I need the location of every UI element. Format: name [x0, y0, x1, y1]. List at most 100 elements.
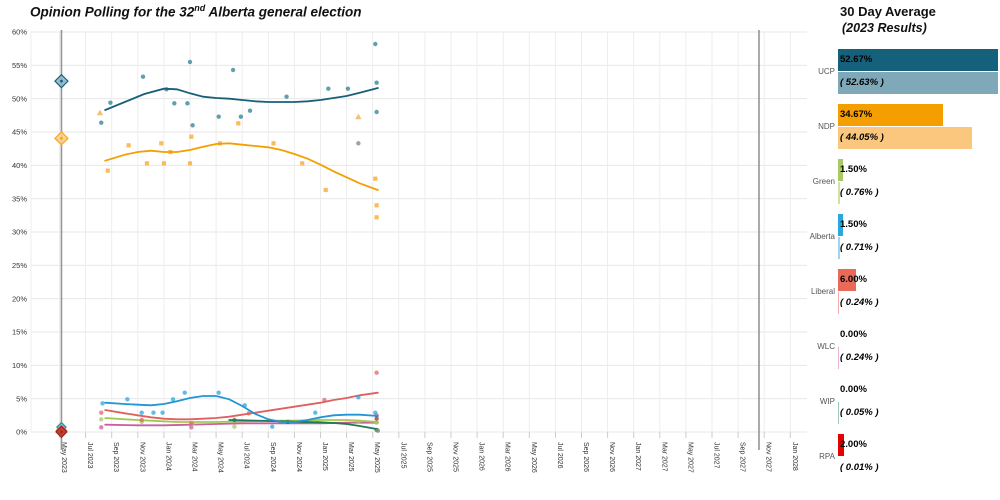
x-tick-label: Mar 2026 — [504, 442, 511, 472]
result-bar-slot: ( 0.24% ) — [838, 291, 1000, 314]
result-value-label: ( 0.01% ) — [840, 462, 879, 473]
poll-point — [125, 397, 130, 402]
thirty-day-average-panel: 30 Day Average (2023 Results) UCP 52.67% (… — [809, 0, 1000, 500]
y-tick-label: 60% — [12, 28, 27, 37]
average-value-label: 0.00% — [840, 384, 867, 395]
y-tick-label: 25% — [12, 261, 27, 270]
x-tick-label: Jul 2025 — [399, 442, 406, 469]
poll-point — [270, 424, 275, 429]
poll-point — [140, 74, 146, 79]
average-bar-slot: 6.00% — [838, 268, 1000, 291]
party-name-label: UCP — [818, 66, 835, 76]
poll-point — [185, 101, 190, 106]
poll-point — [374, 370, 379, 375]
poll-point — [99, 120, 104, 125]
poll-point — [271, 141, 276, 146]
poll-point — [189, 134, 194, 139]
y-tick-label: 50% — [12, 94, 27, 103]
y-tick-label: 45% — [12, 128, 27, 137]
result-bar — [838, 181, 841, 204]
result-bar — [838, 126, 972, 149]
gray-marker — [356, 141, 361, 146]
x-tick-label: Sep 2024 — [269, 442, 276, 472]
poll-point — [99, 410, 104, 415]
poll-point — [99, 425, 104, 430]
party-name-label: RPA — [819, 451, 835, 461]
poll-point — [345, 86, 351, 91]
average-bar — [838, 103, 944, 126]
party-row-wip: WIP 0.00% ( 0.05% ) — [812, 378, 1000, 424]
x-tick-label: Nov 2024 — [295, 442, 302, 472]
poll-point — [139, 410, 144, 415]
poll-point — [373, 176, 378, 181]
party-name-label: WIP — [819, 396, 835, 406]
poll-point — [323, 187, 328, 193]
y-tick-label: 15% — [12, 328, 27, 337]
poll-point — [230, 67, 236, 73]
result-value-label: ( 52.63% ) — [840, 77, 884, 88]
average-value-label: 2.00% — [840, 439, 867, 450]
poll-point — [99, 417, 104, 422]
x-tick-label: Nov 2026 — [608, 442, 615, 472]
party-name-label: Alberta — [809, 231, 835, 241]
poll-point — [144, 161, 150, 166]
poll-point — [182, 390, 187, 395]
y-tick-label: 20% — [12, 294, 27, 303]
poll-point — [108, 100, 113, 105]
poll-point — [374, 109, 379, 115]
panel-heading: 30 Day Average — [840, 4, 936, 19]
party-name-label: Green — [812, 176, 835, 186]
poll-point — [160, 410, 165, 415]
party-row-alberta: Alberta 1.50% ( 0.71% ) — [809, 213, 1000, 259]
triangle-marker — [355, 113, 362, 120]
series-ucp — [99, 41, 379, 128]
result-bar — [838, 236, 841, 259]
x-tick-label: Jan 2024 — [164, 442, 171, 471]
page-title: Opinion Polling for the 32nd Alberta gen… — [30, 3, 362, 20]
party-row-rpa: RPA 2.00% ( 0.01% ) — [812, 433, 1000, 479]
poll-point — [172, 101, 177, 106]
average-value-label: 6.00% — [840, 274, 867, 285]
poll-point — [216, 114, 221, 119]
trend-line — [104, 87, 379, 111]
poll-point — [232, 424, 237, 429]
party-row-green: Green 1.50% ( 0.76% ) — [812, 158, 1000, 204]
trend-line — [104, 395, 379, 423]
average-bar-slot: 0.00% — [838, 378, 1000, 401]
poll-point — [326, 86, 331, 91]
poll-point — [238, 114, 244, 119]
result-value-label: ( 0.24% ) — [840, 297, 879, 308]
x-tick-label: May 2023 — [60, 442, 67, 473]
x-tick-label: Sep 2026 — [582, 442, 589, 472]
result-value-label: ( 0.05% ) — [840, 407, 879, 418]
result-bar-slot: ( 52.63% ) — [838, 71, 1000, 94]
poll-point — [216, 390, 221, 395]
poll-point — [187, 59, 193, 65]
result-bar — [838, 346, 839, 369]
average-bar-slot: 52.67% — [838, 48, 1000, 71]
trend-line — [104, 142, 379, 191]
election-result-dot-rpa — [60, 430, 63, 434]
average-value-label: 0.00% — [840, 329, 867, 340]
result-value-label: ( 44.05% ) — [840, 132, 884, 143]
trend-line — [104, 391, 379, 421]
x-tick-label: Jul 2026 — [556, 442, 563, 469]
x-tick-label: Jan 2025 — [321, 442, 328, 471]
x-tick-label: Jan 2026 — [478, 442, 485, 471]
average-value-label: 52.67% — [840, 54, 873, 65]
average-bar-slot: 1.50% — [838, 158, 1000, 181]
average-bar — [838, 268, 857, 291]
x-tick-label: May 2026 — [530, 442, 537, 473]
poll-point — [170, 397, 176, 402]
poll-point — [139, 417, 144, 423]
average-value-label: 1.50% — [840, 219, 867, 230]
gray-marker — [375, 428, 381, 433]
poll-point — [151, 410, 156, 415]
result-bar-slot: ( 0.24% ) — [838, 346, 1000, 369]
x-tick-label: May 2025 — [373, 442, 380, 473]
average-bar-slot: 34.67% — [838, 103, 1000, 126]
result-bar-slot: ( 44.05% ) — [838, 126, 1000, 149]
y-tick-label: 5% — [16, 394, 27, 403]
x-tick-label: May 2027 — [686, 442, 693, 473]
x-tick-label: Mar 2027 — [660, 442, 667, 472]
